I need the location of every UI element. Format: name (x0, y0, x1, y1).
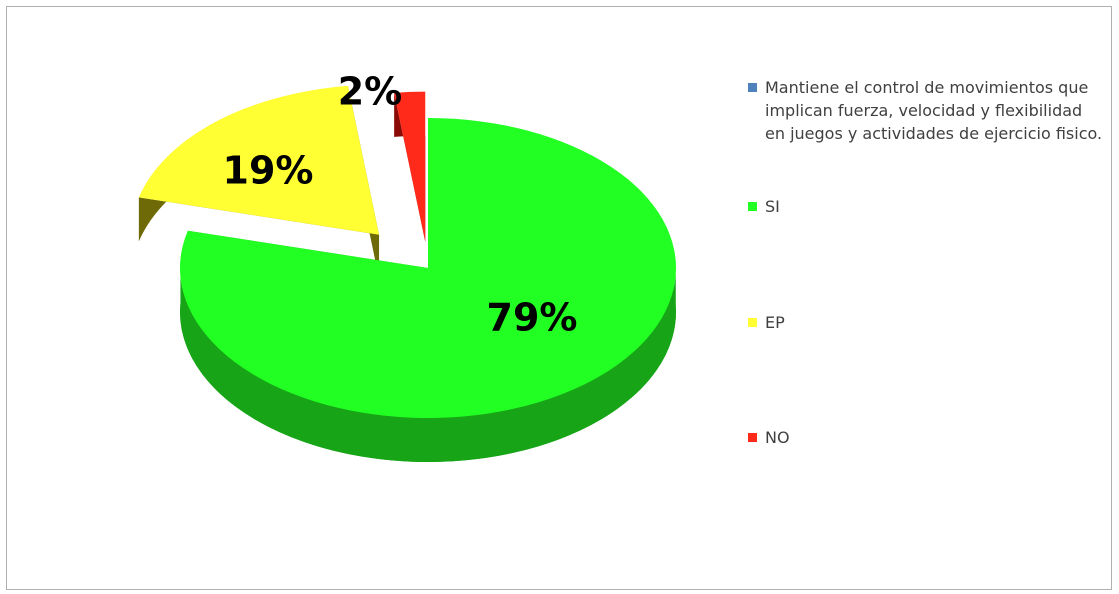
data-label-ep: 19% (223, 149, 314, 193)
slice-no (394, 91, 426, 286)
slice-si-wall (180, 274, 676, 462)
legend-swatch-question (748, 83, 757, 92)
legend-label-ep: EP (765, 313, 785, 332)
legend-swatch-ep (748, 318, 757, 327)
slice-ep-top (138, 85, 380, 235)
legend-swatch-no (748, 433, 757, 442)
slice-si (180, 118, 676, 463)
slice-si-top (180, 118, 676, 418)
legend-label-question: Mantiene el control de movimientos que i… (765, 78, 1103, 143)
data-label-no: 2% (338, 70, 403, 114)
data-label-si: 79% (487, 296, 578, 340)
slice-no-top (394, 91, 426, 242)
legend-item-question: Mantiene el control de movimientos que i… (748, 76, 1105, 145)
legend-item-si: SI (748, 195, 1105, 218)
legend-swatch-si (748, 202, 757, 211)
legend-item-no: NO (748, 426, 1105, 449)
slice-ep (138, 85, 380, 279)
legend-item-ep: EP (748, 311, 1105, 334)
legend-label-si: SI (765, 197, 780, 216)
legend-label-no: NO (765, 428, 790, 447)
